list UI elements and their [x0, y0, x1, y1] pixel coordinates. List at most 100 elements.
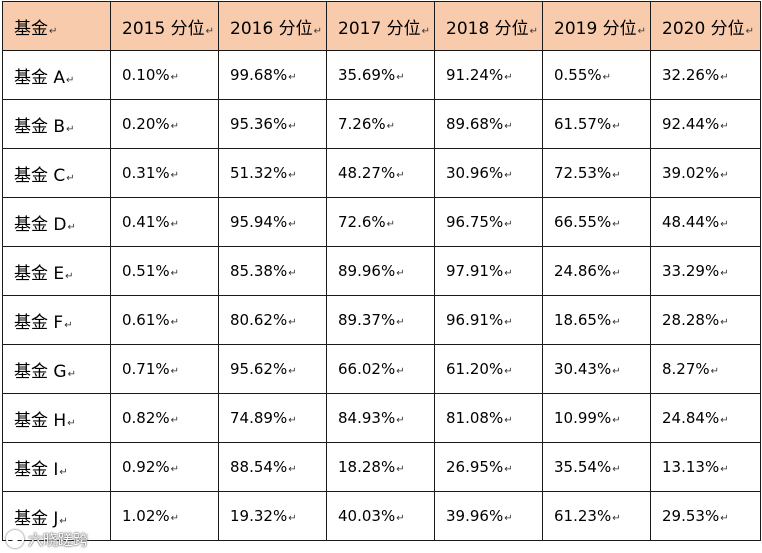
- cell-text: 基金 D: [14, 214, 67, 235]
- paragraph-mark-icon: ↵: [504, 317, 513, 328]
- paragraph-mark-icon: ↵: [504, 219, 513, 230]
- cell-text: 24.84%: [662, 409, 720, 427]
- paragraph-mark-icon: ↵: [288, 219, 297, 230]
- column-header: 2016 分位↵: [218, 1, 327, 51]
- paragraph-mark-icon: ↵: [396, 72, 405, 83]
- cell-text: 基金 B: [14, 116, 66, 137]
- paragraph-mark-icon: ↵: [170, 317, 180, 328]
- percentile-cell: 66.55%↵: [542, 197, 651, 247]
- percentile-cell: 72.6%↵: [326, 197, 435, 247]
- cell-text: 96.75%: [446, 213, 504, 231]
- paragraph-mark-icon: ↵: [313, 25, 323, 37]
- cell-text: 0.10%: [122, 66, 170, 84]
- cell-text: 66.55%: [554, 213, 612, 231]
- paragraph-mark-icon: ↵: [205, 25, 215, 37]
- paragraph-mark-icon: ↵: [396, 464, 405, 475]
- percentile-cell: 13.13%↵: [650, 442, 761, 492]
- paragraph-mark-icon: ↵: [288, 513, 297, 524]
- cell-text: 97.91%: [446, 262, 504, 280]
- table-row: 基金 A↵ 0.10%↵ 99.68%↵ 35.69%↵ 91.24%↵ 0.55%↵ 32…: [2, 50, 761, 100]
- paragraph-mark-icon: ↵: [396, 415, 405, 426]
- percentile-cell: 84.93%↵: [326, 393, 435, 443]
- paragraph-mark-icon: ↵: [67, 221, 76, 233]
- table-header: 基金↵ 2015 分位↵ 2016 分位↵ 2017 分位↵ 2018 分位↵ 2019 …: [2, 1, 761, 51]
- paragraph-mark-icon: ↵: [288, 366, 297, 377]
- percentile-cell: 0.61%↵: [110, 295, 219, 345]
- percentile-cell: 48.44%↵: [650, 197, 761, 247]
- cell-text: 0.31%: [122, 164, 170, 182]
- cell-text: 51.32%: [230, 164, 288, 182]
- cell-text: 92.44%: [662, 115, 720, 133]
- paragraph-mark-icon: ↵: [612, 170, 621, 181]
- percentile-cell: 26.95%↵: [434, 442, 543, 492]
- cell-text: 0.71%: [122, 360, 170, 378]
- cell-text: 35.54%: [554, 458, 612, 476]
- cell-text: 89.68%: [446, 115, 504, 133]
- cell-text: 95.94%: [230, 213, 288, 231]
- percentile-cell: 18.28%↵: [326, 442, 435, 492]
- paragraph-mark-icon: ↵: [288, 317, 297, 328]
- cell-text: 84.93%: [338, 409, 396, 427]
- cell-text: 0.55%: [554, 66, 602, 84]
- table-body: 基金 A↵ 0.10%↵ 99.68%↵ 35.69%↵ 91.24%↵ 0.55%↵ 32…: [2, 50, 761, 541]
- percentile-cell: 1.02%↵: [110, 491, 219, 541]
- paragraph-mark-icon: ↵: [745, 25, 755, 37]
- paragraph-mark-icon: ↵: [396, 366, 405, 377]
- percentile-cell: 19.32%↵: [218, 491, 327, 541]
- paragraph-mark-icon: ↵: [170, 366, 180, 377]
- cell-text: 18.28%: [338, 458, 396, 476]
- percentile-cell: 35.54%↵: [542, 442, 651, 492]
- cell-text: 95.36%: [230, 115, 288, 133]
- cell-text: 74.89%: [230, 409, 288, 427]
- cell-text: 10.99%: [554, 409, 612, 427]
- paragraph-mark-icon: ↵: [504, 464, 513, 475]
- cell-text: 81.08%: [446, 409, 504, 427]
- paragraph-mark-icon: ↵: [288, 415, 297, 426]
- paragraph-mark-icon: ↵: [386, 121, 396, 132]
- fund-name-cell: 基金 B↵: [2, 99, 111, 149]
- table-row: 基金 D↵ 0.41%↵ 95.94%↵ 72.6%↵ 96.75%↵ 66.55%↵ 48…: [2, 197, 761, 247]
- percentile-cell: 89.96%↵: [326, 246, 435, 296]
- percentile-cell: 0.41%↵: [110, 197, 219, 247]
- percentile-cell: 95.62%↵: [218, 344, 327, 394]
- paragraph-mark-icon: ↵: [504, 366, 513, 377]
- cell-text: 39.02%: [662, 164, 720, 182]
- paragraph-mark-icon: ↵: [612, 219, 621, 230]
- cell-text: 0.92%: [122, 458, 170, 476]
- percentile-cell: 0.51%↵: [110, 246, 219, 296]
- cell-text: 95.62%: [230, 360, 288, 378]
- paragraph-mark-icon: ↵: [170, 72, 180, 83]
- percentile-cell: 61.57%↵: [542, 99, 651, 149]
- cell-text: 基金 E: [14, 263, 65, 284]
- paragraph-mark-icon: ↵: [720, 513, 729, 524]
- paragraph-mark-icon: ↵: [59, 466, 68, 478]
- column-header: 2015 分位↵: [110, 1, 219, 51]
- table-row: 基金 H↵ 0.82%↵ 74.89%↵ 84.93%↵ 81.08%↵ 10.99%↵ 2…: [2, 393, 761, 443]
- paragraph-mark-icon: ↵: [710, 366, 720, 377]
- percentile-cell: 81.08%↵: [434, 393, 543, 443]
- paragraph-mark-icon: ↵: [720, 317, 729, 328]
- cell-text: 61.57%: [554, 115, 612, 133]
- percentile-cell: 61.20%↵: [434, 344, 543, 394]
- paragraph-mark-icon: ↵: [720, 121, 729, 132]
- cell-text: 48.27%: [338, 164, 396, 182]
- paragraph-mark-icon: ↵: [504, 268, 513, 279]
- percentile-cell: 35.69%↵: [326, 50, 435, 100]
- percentile-cell: 0.10%↵: [110, 50, 219, 100]
- cell-text: 0.20%: [122, 115, 170, 133]
- percentile-cell: 30.96%↵: [434, 148, 543, 198]
- percentile-cell: 92.44%↵: [650, 99, 761, 149]
- cell-text: 35.69%: [338, 66, 396, 84]
- cell-text: 89.96%: [338, 262, 396, 280]
- cell-text: 2019 分位: [554, 18, 637, 39]
- cell-text: 基金: [14, 18, 48, 39]
- cell-text: 基金 C: [14, 165, 66, 186]
- paragraph-mark-icon: ↵: [612, 317, 621, 328]
- paragraph-mark-icon: ↵: [720, 219, 729, 230]
- paragraph-mark-icon: ↵: [170, 464, 180, 475]
- paragraph-mark-icon: ↵: [612, 268, 621, 279]
- cell-text: 基金 H: [14, 410, 67, 431]
- paragraph-mark-icon: ↵: [66, 123, 75, 135]
- paragraph-mark-icon: ↵: [386, 219, 396, 230]
- header-row: 基金↵ 2015 分位↵ 2016 分位↵ 2017 分位↵ 2018 分位↵ 2019 …: [2, 1, 761, 51]
